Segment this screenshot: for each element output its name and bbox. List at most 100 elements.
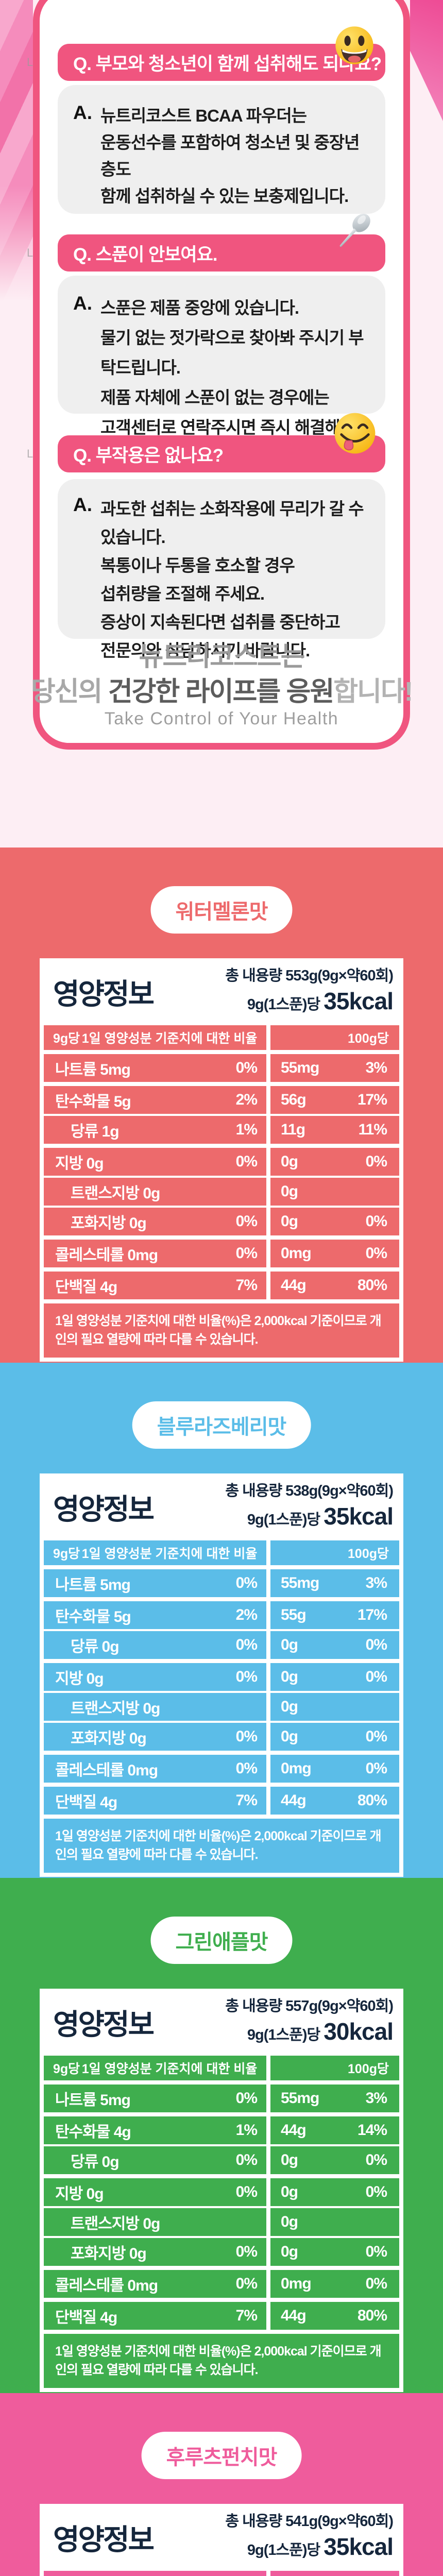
nutrient-pct-100g: 80% — [357, 2307, 387, 2324]
nutrient-name: 트랜스지방 0g — [71, 2215, 160, 2232]
table-row-carbs: 탄수화물 5g 2% 55g 17% — [44, 1601, 399, 1629]
nutrient-amt-100g: 55mg — [281, 2090, 319, 2107]
answer-1: A. 뉴트리코스트 BCAA 파우더는 운동선수를 포함하여 청소년 및 중장년… — [58, 85, 385, 214]
header-per-9g: 9g당 — [53, 1547, 80, 1561]
kcal-prefix: 9g(1스푼)당 — [247, 996, 324, 1013]
table-row-protein: 단백질 4g 7% 44g 80% — [44, 2302, 399, 2330]
nutrient-pct: 7% — [235, 2307, 258, 2324]
nutrient-pct-100g: 0% — [365, 1728, 387, 1745]
table-row-satfat: 포화지방 0g 0% 0g 0% — [44, 2238, 399, 2266]
header-per-9g: 9g당 — [53, 1031, 80, 1046]
nutrient-amt-100g: 11g — [281, 1121, 305, 1138]
answer-line: 운동선수를 포함하여 청소년 및 중장년층도 — [100, 133, 360, 179]
table-row-sugars: 당류 1g 1% 11g 11% — [44, 1116, 399, 1144]
pink-corner-decoration — [410, 0, 443, 121]
nutrient-pct: 0% — [235, 2275, 258, 2292]
nutrient-amt-100g: 0g — [281, 1213, 298, 1230]
nutrition-summary: 총 내용량 541g(9g×약60회) 9g(1스푼)당 35kcal — [225, 2512, 394, 2562]
nutrient-amt-100g: 56g — [281, 1091, 306, 1108]
nutrient-pct-100g: 3% — [365, 1059, 387, 1076]
header-per-100g: 100g당 — [348, 1547, 389, 1561]
question-1-text: Q. 부모와 청소년이 함께 섭취해도 되나요? — [73, 54, 382, 74]
nutrient-pct: 2% — [235, 1606, 258, 1623]
nutrition-title: 영양정보 — [53, 1493, 155, 1526]
nutrient-pct: 0% — [235, 1574, 258, 1591]
nutrient-name: 나트륨 5mg — [55, 2092, 131, 2109]
nutrient-amt-100g: 0g — [281, 2183, 298, 2200]
nutrient-amt-100g: 0g — [281, 1153, 298, 1170]
nutrition-footnote: 1일 영양성분 기준치에 대한 비율(%)은 2,000kcal 기준이므로 개… — [44, 1819, 399, 1873]
nutrient-pct: 0% — [235, 2183, 258, 2200]
nutrient-amt-100g: 44g — [281, 1277, 306, 1294]
kcal-prefix: 9g(1스푼)당 — [247, 2026, 324, 2043]
nutrient-pct: 1% — [235, 1121, 258, 1138]
total-content: 총 내용량 557g(9g×약60회) — [225, 1998, 394, 2015]
nutrient-name: 당류 0g — [71, 1638, 120, 1655]
grinning-face-emoji — [334, 25, 375, 66]
nutrient-pct-100g: 3% — [365, 1574, 387, 1591]
nutrient-name: 단백질 4g — [55, 1279, 117, 1296]
flavor-pill-label: 블루라즈베리맛 — [157, 1416, 287, 1438]
answer-1-text: 뉴트리코스트 BCAA 파우더는 운동선수를 포함하여 청소년 및 중장년층도 … — [100, 103, 370, 210]
answer-line: 함께 섭취하실 수 있는 보충제입니다. — [100, 187, 349, 206]
nutrient-amt-100g: 0g — [281, 1668, 298, 1685]
nutrition-card: 영양정보 총 내용량 541g(9g×약60회) 9g(1스푼)당 35kcal… — [40, 2504, 403, 2576]
table-row-protein: 단백질 4g 7% 44g 80% — [44, 1787, 399, 1815]
header-per-100g: 100g당 — [348, 1031, 389, 1046]
stray-mark: L — [27, 246, 33, 259]
flavor-pill-label: 워터멜론맛 — [175, 901, 268, 923]
nutrient-name: 단백질 4g — [55, 2309, 117, 2326]
kcal-value: 35kcal — [323, 1502, 394, 1530]
nutrient-name: 탄수화물 4g — [55, 2124, 131, 2141]
table-row-sodium: 나트륨 5mg 0% 55mg 3% — [44, 1054, 399, 1082]
question-1: Q. 부모와 청소년이 함께 섭취해도 되나요? — [58, 44, 385, 81]
flavor-pill-label: 후루츠펀치맛 — [166, 2446, 278, 2469]
nutrient-pct-100g: 0% — [365, 2243, 387, 2260]
brand-tagline-line1: 뉴트리코스트는 — [139, 642, 305, 672]
nutrient-pct-100g: 3% — [365, 2090, 387, 2107]
nutrient-name: 탄수화물 5g — [55, 1608, 131, 1625]
tagline-part: 당신의 — [30, 677, 108, 707]
nutrient-pct: 0% — [235, 1636, 258, 1653]
nutrition-summary: 총 내용량 553g(9g×약60회) 9g(1스푼)당 35kcal — [225, 967, 394, 1016]
nutrient-pct: 2% — [235, 1091, 258, 1108]
nutrition-card: 영양정보 총 내용량 538g(9g×약60회) 9g(1스푼)당 35kcal… — [40, 1473, 403, 1877]
flavor-section-blueraspberry: 블루라즈베리맛 영양정보 총 내용량 538g(9g×약60회) 9g(1스푼)… — [0, 1363, 443, 1878]
flavor-section-fruitpunch: 후루츠펀치맛 영양정보 총 내용량 541g(9g×약60회) 9g(1스푼)당… — [0, 2393, 443, 2576]
answer-line: 복통이나 두통을 호소할 경우 — [100, 556, 295, 575]
nutrient-name: 나트륨 5mg — [55, 1577, 131, 1594]
stray-mark: L — [27, 447, 33, 460]
nutrient-pct-100g: 80% — [357, 1792, 387, 1809]
header-daily-ratio: 1일 영양성분 기준치에 대한 비율 — [81, 1031, 258, 1046]
nutrient-pct: 0% — [235, 1728, 258, 1745]
nutrient-pct-100g: 80% — [357, 1277, 387, 1294]
nutrition-summary: 총 내용량 538g(9g×약60회) 9g(1스푼)당 35kcal — [225, 1482, 394, 1532]
table-row-transfat: 트랜스지방 0g 0g — [44, 1178, 399, 1206]
stray-mark: L — [27, 56, 33, 69]
nutrient-name: 나트륨 5mg — [55, 1061, 131, 1078]
table-row-sugars: 당류 0g 0% 0g 0% — [44, 2146, 399, 2174]
tagline-part: 건강한 라이프를 응원 — [108, 677, 334, 707]
nutrient-pct: 7% — [235, 1277, 258, 1294]
nutrient-amt-100g: 55mg — [281, 1574, 319, 1591]
nutrient-pct-100g: 0% — [365, 1245, 387, 1262]
nutrient-name: 포화지방 0g — [71, 1730, 147, 1747]
table-row-cholesterol: 콜레스테롤 0mg 0% 0mg 0% — [44, 1240, 399, 1267]
nutrient-pct-100g: 14% — [357, 2122, 387, 2139]
nutrient-pct-100g: 0% — [365, 1636, 387, 1653]
answer-3: A. 과도한 섭취는 소화작용에 무리가 갈 수 있습니다. 복통이나 두통을 … — [58, 479, 385, 660]
header-per-9g: 9g당 — [53, 2062, 80, 2076]
kcal-value: 30kcal — [323, 2018, 394, 2045]
nutrition-card: 영양정보 총 내용량 553g(9g×약60회) 9g(1스푼)당 35kcal… — [40, 958, 403, 1362]
nutrient-pct-100g: 0% — [365, 1668, 387, 1685]
table-row-sugars: 당류 0g 0% 0g 0% — [44, 1631, 399, 1659]
answer-3-text: 과도한 섭취는 소화작용에 무리가 갈 수 있습니다. 복통이나 두통을 호소할… — [100, 495, 370, 665]
